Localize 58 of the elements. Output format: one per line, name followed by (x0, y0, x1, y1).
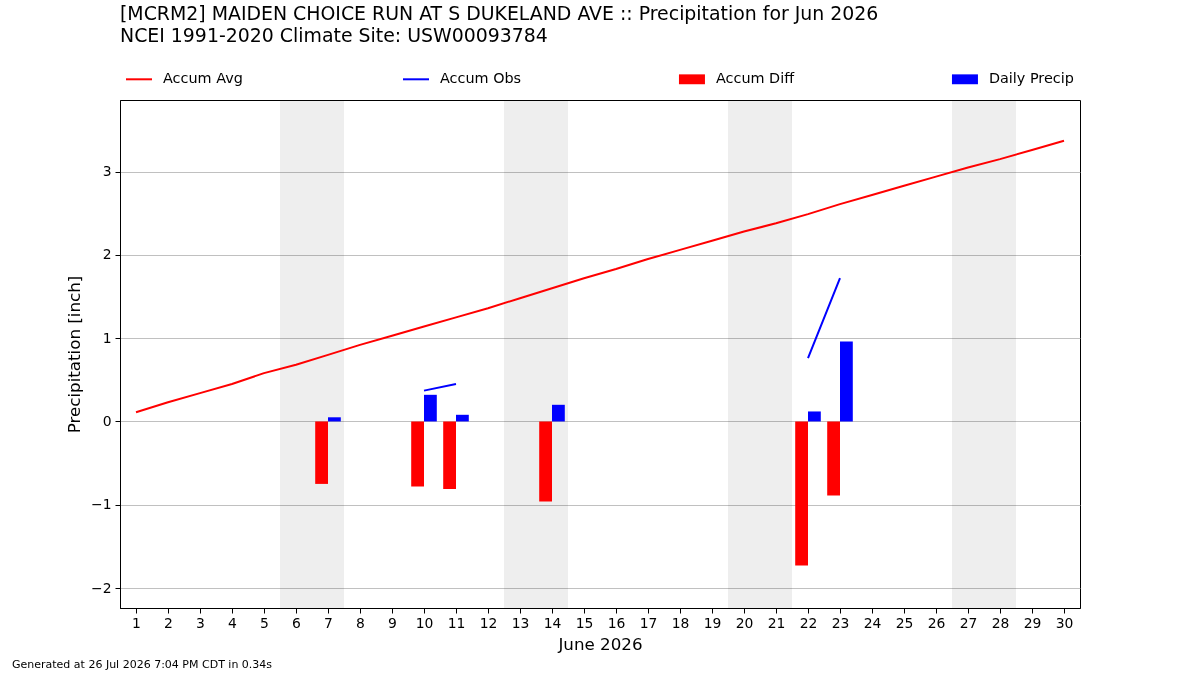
legend-label: Accum Diff (715, 70, 796, 87)
x-tick-label: 23 (831, 614, 850, 631)
x-tick-label: 3 (196, 614, 205, 631)
x-tick-label: 30 (1055, 614, 1074, 631)
x-tick-label: 21 (767, 614, 786, 631)
legend-label: Accum Avg (163, 70, 243, 87)
bar (328, 417, 341, 422)
x-tick-label: 11 (447, 614, 466, 631)
bar (539, 421, 552, 502)
bar (411, 421, 424, 487)
x-tick-label: 6 (292, 614, 301, 631)
chart-subtitle: NCEI 1991-2020 Climate Site: USW00093784 (120, 24, 548, 47)
x-tick-label: 13 (511, 614, 530, 631)
chart-title: [MCRM2] MAIDEN CHOICE RUN AT S DUKELAND AVE :: Precipitation for Jun 2026 (120, 2, 879, 25)
y-axis-title: Precipitation [inch] (64, 275, 85, 434)
x-tick-label: 20 (735, 614, 754, 631)
x-tick-label: 26 (927, 614, 946, 631)
bar (795, 421, 808, 566)
x-axis-title: June 2026 (557, 634, 643, 655)
x-tick-label: 25 (895, 614, 914, 631)
legend-label: Daily Precip (988, 70, 1074, 87)
x-tick-label: 14 (543, 614, 562, 631)
bar (315, 421, 328, 484)
x-tick-label: 2 (164, 614, 173, 631)
y-tick-label: −2 (91, 579, 112, 596)
x-tick-label: 5 (260, 614, 269, 631)
bar (808, 411, 821, 422)
x-tick-label: 4 (228, 614, 238, 631)
x-tick-label: 27 (959, 614, 978, 631)
x-tick-label: 17 (639, 614, 658, 631)
bar (840, 341, 853, 422)
x-tick-label: 22 (799, 614, 818, 631)
bar (827, 421, 840, 496)
y-tick-label: 0 (102, 412, 112, 429)
x-tick-label: 24 (863, 614, 882, 631)
x-tick-label: 10 (415, 614, 434, 631)
y-tick-label: 2 (102, 246, 112, 263)
x-tick-label: 18 (671, 614, 690, 631)
x-tick-label: 7 (324, 614, 333, 631)
x-tick-label: 29 (1023, 614, 1042, 631)
y-tick-label: 1 (102, 329, 112, 346)
line-series (135, 139, 1065, 414)
legend-label: Accum Obs (440, 70, 522, 87)
bar (456, 414, 469, 422)
x-tick-label: 1 (132, 614, 141, 631)
bar (552, 404, 565, 422)
x-tick-label: 12 (479, 614, 498, 631)
x-tick-label: 15 (575, 614, 594, 631)
bar (424, 394, 437, 422)
x-tick-label: 16 (607, 614, 626, 631)
x-tick-label: 8 (356, 614, 365, 631)
y-tick-label: −1 (91, 496, 112, 513)
y-tick-label: 3 (102, 163, 112, 180)
x-tick-label: 28 (991, 614, 1010, 631)
x-tick-label: 9 (388, 614, 397, 631)
text: Generated at 26 Jul 2026 7:04 PM CDT in 0.34s (12, 658, 273, 671)
bar (443, 421, 456, 489)
x-tick-label: 19 (703, 614, 722, 631)
